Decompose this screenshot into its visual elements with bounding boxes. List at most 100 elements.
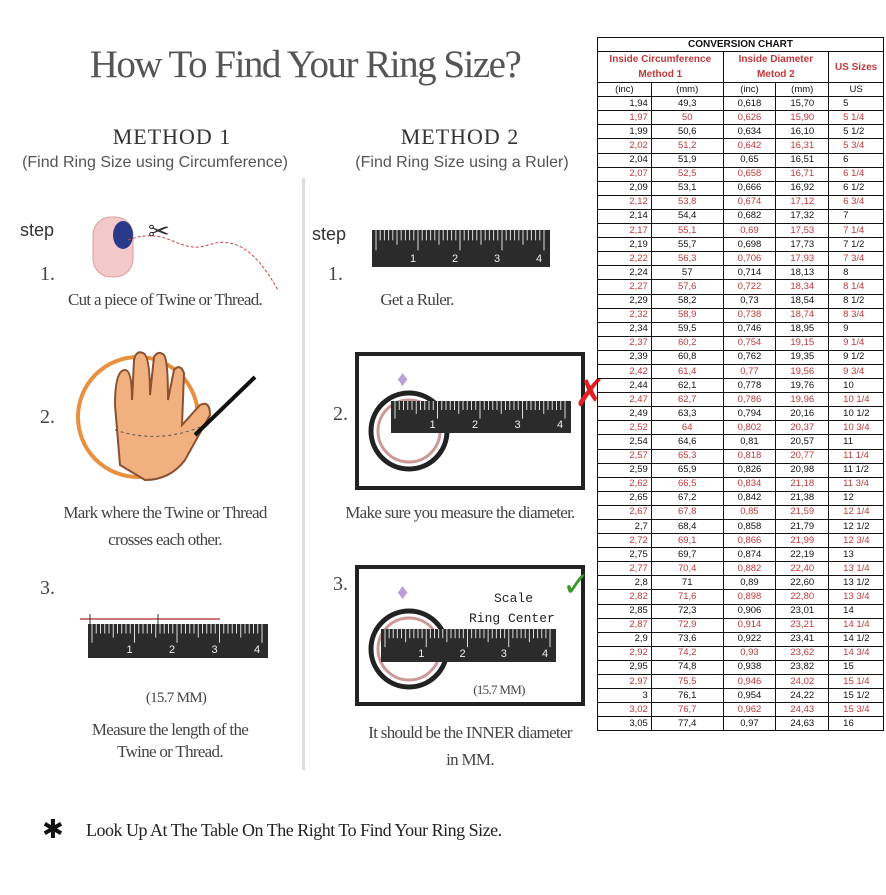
table-row: 2,09 53,1 0,666 16,92 6 1/2	[597, 180, 884, 196]
table-cell: 2,95	[597, 659, 652, 676]
table-row: 2,95 74,8 0,938 23,82 15	[597, 659, 884, 676]
table-cell: 53,1	[650, 180, 724, 196]
table-row: 2,97 75,5 0,946 24,02 15 1/4	[597, 674, 884, 690]
table-cell: 13 1/2	[828, 575, 884, 591]
table-cell: 1,97	[597, 110, 652, 126]
table-cell: 58,2	[650, 293, 724, 309]
table-cell: 2,62	[597, 476, 652, 492]
table-cell: 2,87	[597, 617, 652, 633]
table-cell: 9 3/4	[828, 363, 884, 380]
table-row: 3 76,1 0,954 24,22 15 1/2	[597, 688, 884, 704]
table-cell: 72,9	[650, 617, 724, 633]
table-cell: 2,07	[597, 166, 652, 182]
table-cell: 16,92	[775, 180, 830, 196]
table-cell: 0,698	[722, 237, 777, 253]
table-cell: 13	[828, 547, 884, 563]
table-cell: 69,7	[650, 547, 724, 563]
table-cell: 3	[597, 688, 652, 704]
table-cell: 65,3	[650, 448, 724, 464]
table-cell: 0,93	[722, 645, 777, 661]
step-caption: Twine or Thread.	[117, 742, 223, 761]
header-us-sizes: US Sizes	[828, 51, 884, 84]
table-cell: 0,77	[722, 363, 777, 380]
table-cell: 23,82	[775, 659, 830, 676]
table-cell: 0,746	[722, 321, 777, 337]
svg-text:✂: ✂	[148, 217, 170, 246]
table-cell: 15,70	[775, 96, 830, 112]
table-row: 2,19 55,7 0,698 17,73 7 1/2	[597, 237, 884, 253]
table-cell: 10	[828, 378, 884, 394]
method1-heading: METHOD 1	[112, 124, 232, 149]
table-row: 2,62 66,5 0,834 21,18 11 3/4	[597, 476, 884, 492]
table-row: 2,85 72,3 0,906 23,01 14	[597, 603, 884, 619]
table-row: 3,05 77,4 0,97 24,63 16	[597, 716, 884, 732]
table-cell: 0,874	[722, 547, 777, 563]
table-cell: 19,56	[775, 363, 830, 380]
table-cell: 5 1/2	[828, 124, 884, 140]
table-cell: 2,42	[597, 363, 652, 380]
table-cell: 11	[828, 434, 884, 450]
table-cell: 3,05	[597, 716, 652, 732]
table-row: 2,77 70,4 0,882 22,40 13 1/4	[597, 561, 884, 577]
table-cell: 2,7	[597, 518, 652, 535]
table-cell: 75,5	[650, 674, 724, 690]
table-cell: 16,10	[775, 124, 830, 140]
ruler-label: 1	[410, 253, 416, 265]
table-cell: 0,634	[722, 124, 777, 140]
table-cell: 21,79	[775, 518, 830, 535]
step-number: 3.	[40, 577, 55, 599]
unit-header: (mm)	[650, 82, 724, 98]
table-cell: 0,69	[722, 223, 777, 239]
table-cell: 6 1/2	[828, 180, 884, 196]
table-cell: 2,92	[597, 645, 652, 661]
table-cell: 76,1	[650, 688, 724, 704]
table-cell: 12 1/2	[828, 518, 884, 535]
table-cell: 71,6	[650, 589, 724, 605]
table-cell: 63,3	[650, 406, 724, 422]
table-cell: 0,81	[722, 434, 777, 450]
table-cell: 2,44	[597, 378, 652, 394]
table-cell: 2,49	[597, 406, 652, 422]
ruler-label: 3	[212, 644, 218, 656]
table-cell: 2,14	[597, 208, 652, 225]
table-cell: 2,39	[597, 349, 652, 365]
table-row: 2,75 69,7 0,874 22,19 13	[597, 547, 884, 563]
table-cell: 51,2	[650, 138, 724, 154]
table-cell: 10 1/4	[828, 392, 884, 408]
table-cell: 1,99	[597, 124, 652, 140]
table-cell: 2,37	[597, 335, 652, 351]
table-cell: 2,17	[597, 223, 652, 239]
table-cell: 12 3/4	[828, 533, 884, 549]
table-cell: 74,8	[650, 659, 724, 676]
table-row: 2,72 69,1 0,866 21,99 12 3/4	[597, 533, 884, 549]
ruler-label: 2	[460, 648, 466, 660]
table-row: 3,02 76,7 0,962 24,43 15 3/4	[597, 702, 884, 718]
table-row: 2,29 58,2 0,73 18,54 8 1/2	[597, 293, 884, 309]
step-label: step	[312, 224, 347, 244]
table-cell: 61,4	[650, 363, 724, 380]
table-cell: 0,674	[722, 194, 777, 210]
conversion-chart-table: CONVERSION CHART Inside Circumference Me…	[597, 36, 884, 732]
table-cell: 23,21	[775, 617, 830, 633]
table-cell: 2,09	[597, 180, 652, 196]
ring-diagram: ♦ 1 2 3 4	[355, 352, 585, 490]
table-cell: 7 1/2	[828, 237, 884, 253]
table-row: 1,97 50 0,626 15,90 5 1/4	[597, 110, 884, 126]
step-caption: Cut a piece of Twine or Thread.	[67, 290, 263, 309]
ruler-label: 3	[501, 648, 507, 660]
table-cell: 13 3/4	[828, 589, 884, 605]
table-row: 2,9 73,6 0,922 23,41 14 1/2	[597, 631, 884, 647]
table-row: 2,67 67,8 0,85 21,59 12 1/4	[597, 504, 884, 521]
table-cell: 0,722	[722, 279, 777, 295]
table-row: 2,37 60,2 0,754 19,15 9 1/4	[597, 335, 884, 351]
table-cell: 5 1/4	[828, 110, 884, 126]
table-cell: 2,52	[597, 420, 652, 436]
table-row: 1,99 50,6 0,634 16,10 5 1/2	[597, 124, 884, 140]
table-cell: 20,98	[775, 462, 830, 478]
table-cell: 0,89	[722, 575, 777, 591]
table-cell: 77,4	[650, 716, 724, 732]
table-row: 2,44 62,1 0,778 19,76 10	[597, 378, 884, 394]
ruler-label: 1	[418, 648, 424, 660]
table-cell: 15 1/2	[828, 688, 884, 704]
